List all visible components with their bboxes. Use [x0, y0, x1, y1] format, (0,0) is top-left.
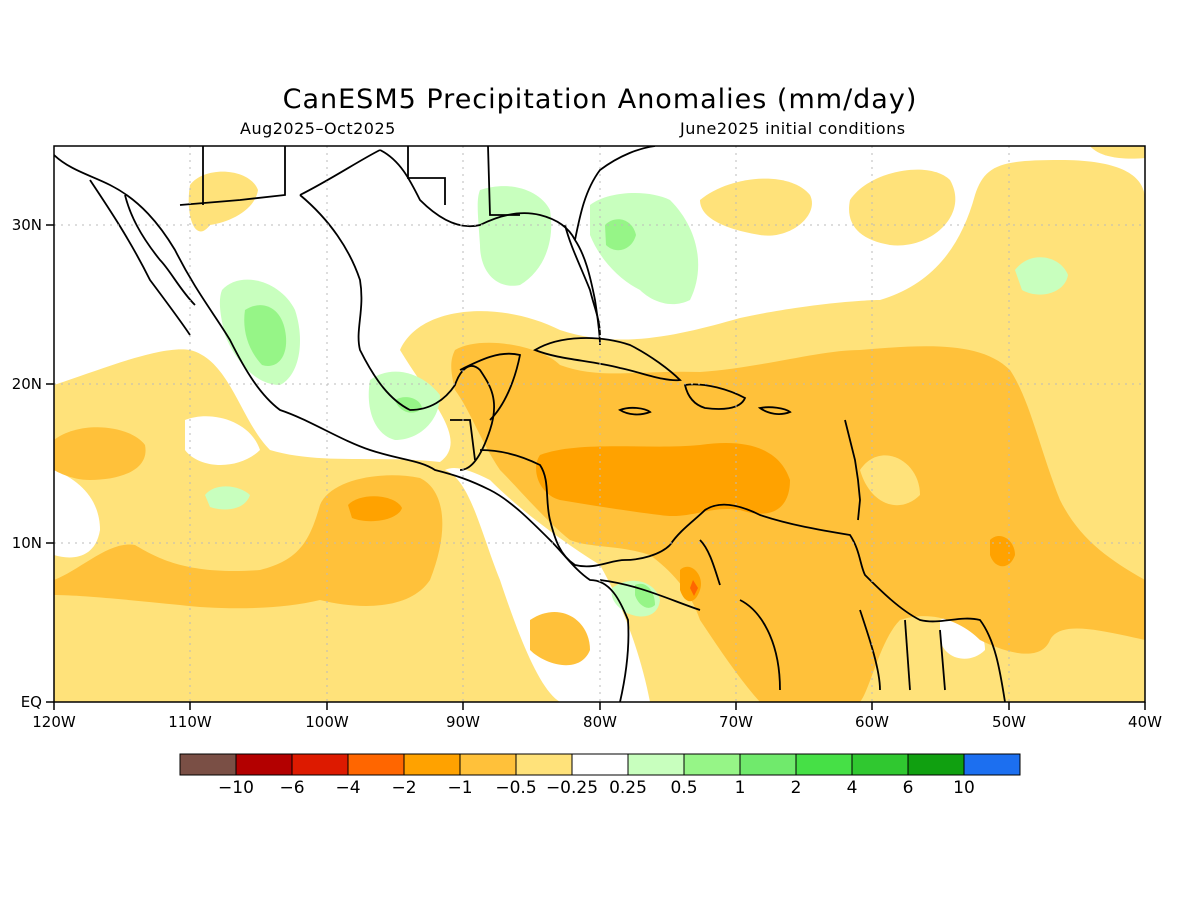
x-tick-label: 90W — [446, 713, 480, 731]
colorbar-label: −0.5 — [495, 778, 536, 798]
x-tick-label: 50W — [992, 713, 1026, 731]
gridlines — [54, 146, 1145, 702]
colorbar-labels: −10 −6 −4 −2 −1 −0.5 −0.25 0.25 0.5 1 2 4 6 10 — [218, 778, 975, 798]
colorbar-swatch — [291, 753, 349, 776]
colorbar-swatch — [739, 753, 797, 776]
colorbar-swatch — [851, 753, 909, 776]
y-tick-label: EQ — [21, 693, 42, 711]
colorbar-swatch — [963, 753, 1021, 776]
colorbar-label: −4 — [335, 778, 360, 798]
x-tick-label: 110W — [168, 713, 212, 731]
colorbar-label: 0.25 — [609, 778, 647, 798]
y-axis-labels: EQ 10N 20N 30N — [12, 216, 42, 711]
map-title: CanESM5 Precipitation Anomalies (mm/day) — [282, 84, 918, 115]
y-tick-label: 20N — [12, 375, 42, 393]
colorbar — [179, 753, 1021, 776]
colorbar-label: −6 — [279, 778, 304, 798]
coastlines — [54, 146, 1006, 702]
colorbar-swatch — [795, 753, 853, 776]
anomaly-moderate-positive — [244, 219, 655, 608]
colorbar-swatch — [235, 753, 293, 776]
x-tick-label: 70W — [719, 713, 753, 731]
colorbar-label: −1 — [447, 778, 472, 798]
anomaly-field — [54, 146, 1145, 702]
colorbar-swatch — [459, 753, 517, 776]
x-tick-label: 120W — [32, 713, 76, 731]
x-tick-label: 100W — [305, 713, 349, 731]
colorbar-swatch — [515, 753, 573, 776]
y-tick-label: 30N — [12, 216, 42, 234]
y-tick-label: 10N — [12, 534, 42, 552]
colorbar-label: −2 — [391, 778, 416, 798]
colorbar-swatch — [907, 753, 965, 776]
colorbar-label: −10 — [218, 778, 254, 798]
colorbar-label: 1 — [735, 778, 746, 798]
colorbar-swatch — [179, 753, 237, 776]
colorbar-label: 4 — [847, 778, 858, 798]
colorbar-swatch — [683, 753, 741, 776]
x-tick-label: 80W — [583, 713, 617, 731]
tick-marks — [46, 224, 1146, 710]
x-tick-label: 40W — [1128, 713, 1162, 731]
anomaly-hotspot — [690, 580, 698, 596]
anomaly-moderate-negative — [54, 342, 1145, 702]
colorbar-swatch — [347, 753, 405, 776]
colorbar-label: 6 — [903, 778, 914, 798]
x-tick-label: 60W — [855, 713, 889, 731]
x-axis-labels: 120W 110W 100W 90W 80W 70W 60W 50W 40W — [32, 713, 1162, 731]
colorbar-swatch — [403, 753, 461, 776]
colorbar-swatch — [571, 753, 629, 776]
colorbar-label: 2 — [791, 778, 802, 798]
colorbar-label: −0.25 — [546, 778, 598, 798]
colorbar-label: 0.5 — [670, 778, 697, 798]
initial-conditions: June2025 initial conditions — [680, 119, 906, 138]
colorbar-swatch — [627, 753, 685, 776]
forecast-period: Aug2025–Oct2025 — [240, 119, 396, 138]
colorbar-label: 10 — [953, 778, 975, 798]
